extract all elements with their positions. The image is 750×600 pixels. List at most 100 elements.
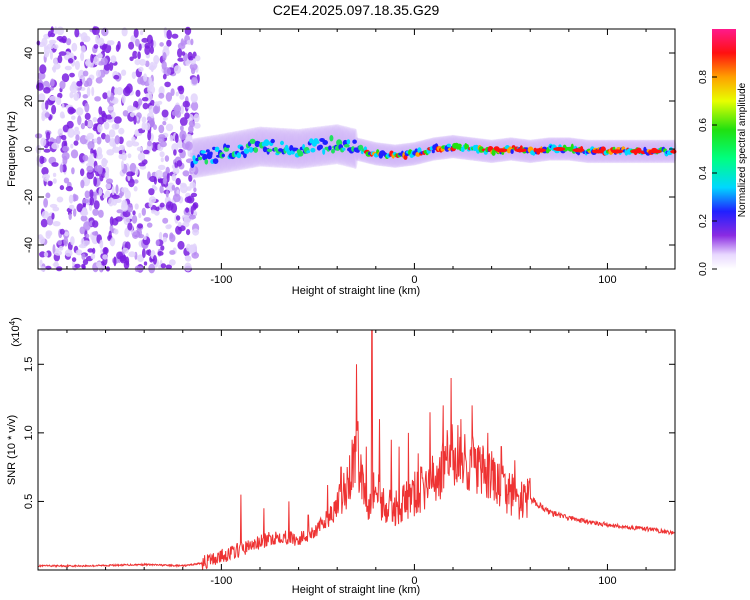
noise-blob [155,206,160,212]
noise-blob [133,186,138,192]
noise-blob [152,254,157,265]
ridge-cell [329,135,334,142]
noise-blob [169,259,176,266]
noise-blob [56,196,64,203]
noise-blob [101,132,106,140]
noise-blob [53,44,59,50]
noise-blob [84,112,91,120]
noise-blob [162,73,167,80]
noise-blob [82,70,89,77]
noise-blob [127,153,132,159]
ridge-halo [225,132,231,173]
snr-multiplier-exp: 4 [8,320,17,325]
noise-blob [57,92,63,99]
noise-blob [126,140,133,148]
ridge-halo [277,127,283,169]
noise-blob [179,130,187,141]
noise-blob [134,59,141,66]
ridge-halo [296,128,302,170]
noise-blob [85,135,90,140]
noise-blob [146,222,153,228]
noise-blob [141,37,149,43]
noise-blob [80,122,85,130]
noise-blob [177,240,185,250]
ridge-cell [315,140,320,144]
noise-blob [153,124,157,130]
noise-blob [154,61,158,68]
noise-blob [81,208,88,217]
noise-blob [70,236,75,246]
noise-blob [162,217,169,224]
ridge-halo [266,127,272,168]
noise-blob [41,210,49,219]
noise-blob [96,136,102,145]
ridge-cell [204,159,209,165]
noise-blob [74,263,81,269]
ridge-halo [322,125,327,166]
noise-blob [43,251,49,258]
noise-blob [74,28,80,38]
noise-blob [121,160,124,170]
noise-blob [147,140,152,147]
noise-blob [177,85,184,92]
noise-blob [98,187,103,197]
ridge-cell [200,150,206,154]
noise-blob [52,65,57,73]
snr-ylabel: SNR (10 * v/v) [6,415,18,485]
noise-blob [92,220,99,228]
noise-blob [128,41,135,50]
noise-blob [151,209,156,214]
snr-series-line [37,329,675,571]
noise-blob [139,58,147,66]
noise-blob [89,189,94,198]
ridge-cell [236,152,242,159]
ridge-cell [322,148,326,155]
noise-blob [68,204,75,210]
noise-blob [82,198,89,204]
ridge-cell [243,152,247,159]
noise-blob [80,168,85,177]
noise-blob [174,133,179,143]
ridge-cell [322,140,329,145]
noise-blob [162,236,167,243]
noise-blob [167,224,172,229]
noise-blob [50,26,54,34]
ridge-cell [310,147,316,153]
ridge-halo [325,125,331,166]
noise-blob [188,125,194,134]
noise-blob [85,233,90,239]
noise-blob [95,69,102,78]
ridge-halo [214,134,220,175]
noise-blob [178,148,184,153]
ridge-cell [318,144,323,150]
noise-blob [83,221,91,231]
noise-blob [157,251,164,256]
noise-blob [114,198,122,203]
noise-blob [73,140,79,146]
y-tick-label: -20 [23,189,35,205]
noise-blob [75,134,80,141]
noise-blob [165,201,174,211]
y-tick-label: 0 [23,146,35,152]
noise-blob [128,178,135,188]
noise-blob [143,73,148,82]
ridge-halo [189,138,195,179]
noise-blob [82,240,91,246]
colorbar-tick-label: 0.4 [698,166,709,180]
y-tick-label: 1.5 [23,357,35,372]
colorbar-tick-label: 0.0 [698,262,709,276]
noise-blob [79,41,85,47]
noise-blob [39,236,45,245]
noise-blob [39,64,47,74]
ridge-cell [331,149,335,154]
noise-blob [105,182,112,190]
noise-blob [159,185,164,194]
noise-blob [86,170,95,180]
ridge-halo [308,127,314,168]
ridge-cell [248,146,254,153]
ridge-cell [214,146,220,152]
noise-blob [58,51,67,56]
noise-blob [133,100,139,109]
noise-blob [92,208,99,216]
